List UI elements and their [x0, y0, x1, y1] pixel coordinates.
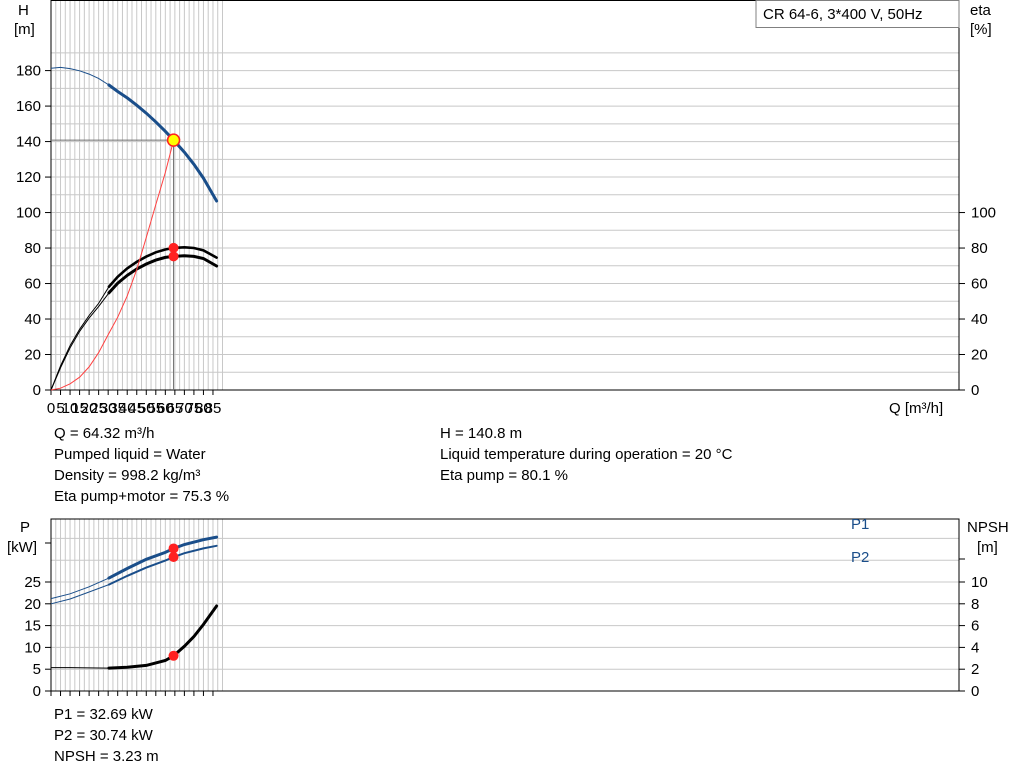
- p-axis-tick-label: 0: [33, 683, 41, 700]
- h-axis-tick-label: 120: [16, 169, 41, 186]
- x-axis-tick-label: 55: [147, 400, 164, 417]
- info-p2: P2 = 30.74 kW: [54, 727, 153, 744]
- x-axis-tick-label: 30: [100, 400, 117, 417]
- x-axis-tick-label: 5: [56, 400, 64, 417]
- efficiency-marker: [168, 242, 179, 253]
- eta-axis-unit: [%]: [970, 21, 992, 38]
- p2-series-label: P2: [851, 549, 869, 566]
- p-axis-tick-label: 10: [24, 639, 41, 656]
- eta_total-curve-thin: [50, 292, 110, 391]
- eta_total-curve-line: [107, 254, 219, 295]
- npsh-axis-tick-label: 2: [971, 661, 979, 678]
- x-axis-tick-label: 40: [119, 400, 136, 417]
- x-axis-tick-label: 10: [62, 400, 79, 417]
- p-axis-unit: [kW]: [7, 539, 37, 556]
- npsh-axis-tick-label: 6: [971, 618, 979, 635]
- x-axis-tick-label: 25: [90, 400, 107, 417]
- p1-curve-thin: [50, 577, 110, 600]
- npsh-axis-unit: [m]: [977, 539, 998, 556]
- operating-marker: [168, 650, 179, 661]
- h-axis-label: H: [18, 2, 29, 19]
- operating-marker: [168, 543, 179, 554]
- npsh-curve-thin: [51, 667, 109, 669]
- npsh-axis-tick-label: 0: [971, 683, 979, 700]
- eta-axis-tick-label: 80: [971, 240, 988, 257]
- p2-curve-thin: [50, 584, 110, 605]
- eta-axis-tick-label: 40: [971, 311, 988, 328]
- eta_pump-curve-thin: [50, 286, 110, 391]
- x-axis-tick-label: 60: [157, 400, 174, 417]
- lower-plot-frame: [50, 518, 960, 692]
- p-axis-tick-label: 5: [33, 661, 41, 678]
- h-axis-tick-label: 40: [24, 311, 41, 328]
- p-axis-label: P: [20, 519, 30, 536]
- info-liquid: Pumped liquid = Water: [54, 446, 206, 463]
- head-curve-line: [107, 83, 219, 203]
- eta-axis-tick-label: 100: [971, 205, 996, 222]
- info-npsh: NPSH = 3.23 m: [54, 748, 159, 765]
- eta-axis-label: eta: [970, 2, 992, 19]
- x-axis-tick-label: 45: [128, 400, 145, 417]
- p1-series-label: P1: [851, 516, 869, 533]
- eta-axis-tick-label: 0: [971, 382, 979, 399]
- h-axis-tick-label: 80: [24, 240, 41, 257]
- model-box: [755, 0, 960, 28]
- p2-curve-line: [107, 544, 218, 586]
- info-eta-pump: Eta pump = 80.1 %: [440, 467, 568, 484]
- h-axis-tick-label: 160: [16, 98, 41, 115]
- eta_pump-curve-line: [107, 245, 218, 288]
- npsh-axis-label: NPSH: [967, 519, 1009, 536]
- h-axis-tick-label: 100: [16, 205, 41, 222]
- info-eta-total: Eta pump+motor = 75.3 %: [54, 488, 230, 505]
- x-axis-tick-label: 85: [205, 400, 222, 417]
- info-p1: P1 = 32.69 kW: [54, 706, 153, 723]
- x-axis-tick-label: 0: [47, 400, 55, 417]
- info-temperature: Liquid temperature during operation = 20…: [440, 446, 733, 463]
- npsh-axis-tick-label: 10: [971, 574, 988, 591]
- npsh-axis-tick-label: 4: [971, 639, 979, 656]
- p-axis-tick-label: 15: [24, 618, 41, 635]
- model-label: CR 64-6, 3*400 V, 50Hz: [763, 6, 923, 23]
- upper-plot-frame: [50, 0, 960, 391]
- x-axis-tick-label: 80: [195, 400, 212, 417]
- x-axis-tick-label: 35: [109, 400, 126, 417]
- shaft-curve-line: [50, 140, 175, 391]
- h-axis-tick-label: 60: [24, 276, 41, 293]
- info-flow: Q = 64.32 m³/h: [54, 425, 155, 442]
- head-curve-thin: [50, 66, 110, 86]
- operating-marker: [168, 551, 179, 562]
- x-axis-label: Q [m³/h]: [889, 400, 943, 417]
- eta-axis-tick-label: 20: [971, 347, 988, 364]
- lower-info: P1 = 32.69 kW P2 = 30.74 kW NPSH = 3.23 …: [54, 704, 159, 767]
- h-axis-tick-label: 140: [16, 134, 41, 151]
- x-axis-tick-label: 70: [176, 400, 193, 417]
- upper-info-left: Q = 64.32 m³/h Pumped liquid = Water Den…: [54, 423, 229, 507]
- info-density: Density = 998.2 kg/m³: [54, 467, 201, 484]
- upper-info-right: H = 140.8 m Liquid temperature during op…: [440, 423, 732, 486]
- h-axis-tick-label: 0: [33, 382, 41, 399]
- h-axis-tick-label: 180: [16, 63, 41, 80]
- x-axis-tick-label: 50: [138, 400, 155, 417]
- efficiency-marker: [168, 251, 179, 262]
- x-axis-tick-label: 75: [186, 400, 203, 417]
- npsh-curve-line: [107, 604, 219, 670]
- p-axis-tick-label: 25: [24, 574, 41, 591]
- info-head: H = 140.8 m: [440, 425, 523, 442]
- p-axis-tick-label: 20: [24, 596, 41, 613]
- h-axis-tick-label: 20: [24, 347, 41, 364]
- eta-axis-tick-label: 60: [971, 276, 988, 293]
- x-axis-tick-label: 65: [167, 400, 184, 417]
- x-axis-tick-label: 20: [81, 400, 98, 417]
- p1-curve-line: [107, 535, 219, 580]
- npsh-axis-tick-label: 8: [971, 596, 979, 613]
- h-axis-unit: [m]: [14, 21, 35, 38]
- duty-point-marker: [166, 133, 181, 147]
- x-axis-tick-label: 15: [71, 400, 88, 417]
